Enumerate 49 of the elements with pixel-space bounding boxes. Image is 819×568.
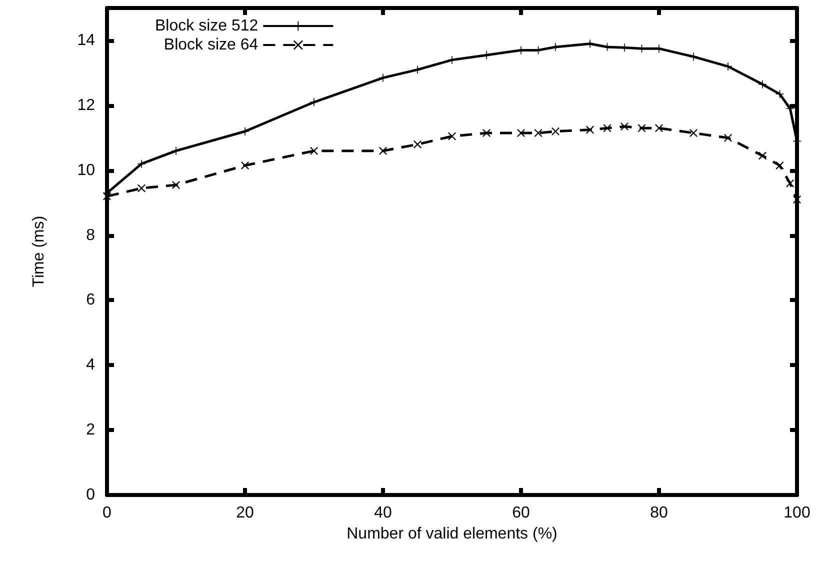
point (379, 146, 387, 155)
point (448, 132, 456, 140)
y-axis-title: Time (ms) (30, 216, 48, 288)
x-tick-label: 100 (784, 504, 810, 522)
point (552, 127, 560, 136)
point (414, 140, 422, 148)
point (241, 127, 249, 136)
x-tick-label: 20 (236, 504, 254, 522)
x-axis-title: Number of valid elements (%) (346, 525, 558, 542)
x-tick-label: 40 (374, 504, 392, 522)
y-tick-label: 6 (86, 292, 96, 309)
point (586, 126, 594, 134)
point (414, 66, 422, 74)
point (172, 146, 180, 155)
point (776, 90, 784, 98)
y-tick-label: 8 (86, 226, 96, 244)
point (172, 180, 180, 189)
y-tick-label: 2 (86, 422, 96, 439)
point (655, 124, 663, 132)
point (690, 52, 698, 61)
point (724, 134, 732, 142)
x-tick-label: 60 (512, 504, 530, 522)
point (758, 80, 766, 88)
point (138, 184, 146, 192)
point (379, 74, 387, 82)
point (724, 62, 732, 70)
x-tick-label: 0 (102, 504, 112, 522)
point (786, 179, 794, 188)
point (310, 98, 318, 106)
point (482, 128, 490, 137)
point (138, 160, 146, 168)
point (793, 196, 801, 204)
point (310, 146, 318, 155)
point (534, 128, 542, 137)
x-tick-label: 80 (650, 504, 668, 522)
y-tick-label: 10 (77, 162, 96, 179)
legend-label: Block size 64 (164, 36, 258, 54)
point (620, 122, 628, 131)
y-tick-label: 0 (86, 486, 96, 504)
y-tick-label: 14 (77, 32, 96, 49)
point (786, 104, 794, 113)
y-tick-label: 4 (86, 356, 96, 374)
point (517, 128, 525, 137)
point (758, 152, 766, 160)
y-tick-label: 12 (77, 96, 96, 114)
legend-label: Block size 512 (154, 18, 258, 34)
point (241, 161, 249, 170)
point (690, 128, 698, 137)
point (776, 161, 784, 170)
